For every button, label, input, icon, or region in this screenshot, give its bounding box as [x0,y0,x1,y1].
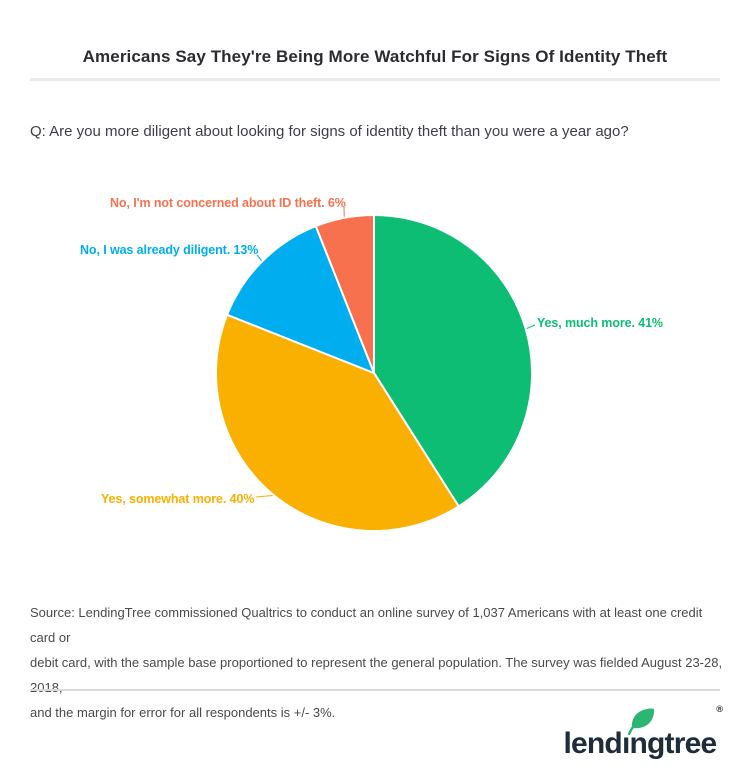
pie-label-yes-somewhat-more: Yes, somewhat more. 40% [101,492,255,506]
source-line: debit card, with the sample base proport… [30,655,723,695]
brand-text: lendıngtree [563,727,717,760]
source-note: Source: LendingTree commissioned Qualtri… [30,600,730,725]
source-line: Source: LendingTree commissioned Qualtri… [30,605,703,645]
title-divider [30,78,720,81]
footer-divider [30,689,720,691]
registered-mark-icon: ® [716,704,723,714]
page-title: Americans Say They're Being More Watchfu… [82,47,668,66]
leader-line-1 [255,495,273,498]
pie-slice-0 [373,214,534,508]
survey-question: Q: Are you more diligent about looking f… [30,123,629,140]
pie-slice-3 [314,214,375,374]
lendingtree-logo: lendıngtree ® [563,703,723,765]
pie-label-no-already-diligent: No, I was already diligent. 13% [80,243,259,257]
pie-label-no-not-concerned: No, I'm not concerned about ID theft. 6% [110,196,346,210]
source-line: and the margin for error for all respond… [30,705,336,720]
lendingtree-leaf-icon [623,707,657,736]
leader-line-0 [526,324,536,330]
pie-label-yes-much-more: Yes, much more. 41% [537,316,663,330]
